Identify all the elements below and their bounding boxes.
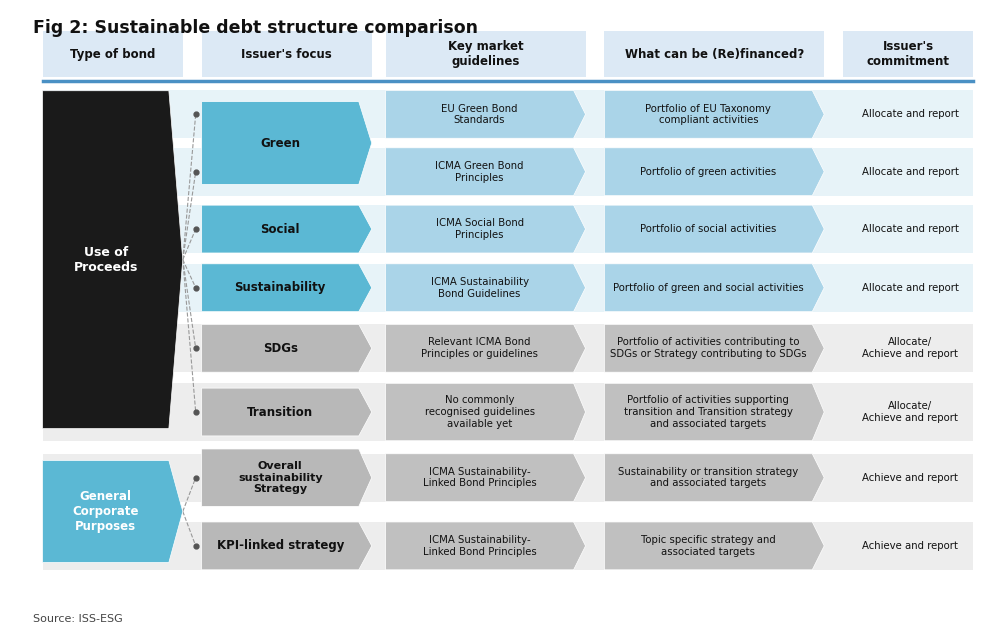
Polygon shape: [202, 102, 372, 185]
Text: Achieve and report: Achieve and report: [862, 473, 958, 483]
Text: Overall
sustainability
Strategy: Overall sustainability Strategy: [238, 461, 323, 494]
Text: Issuer's
commitment: Issuer's commitment: [867, 41, 950, 68]
Text: ICMA Sustainability
Bond Guidelines: ICMA Sustainability Bond Guidelines: [431, 277, 529, 298]
Text: Transition: Transition: [247, 406, 313, 419]
Text: ICMA Green Bond
Principles: ICMA Green Bond Principles: [435, 161, 524, 183]
Polygon shape: [202, 522, 372, 570]
FancyBboxPatch shape: [43, 383, 973, 440]
Text: Allocate/
Achieve and report: Allocate/ Achieve and report: [862, 338, 958, 359]
FancyBboxPatch shape: [604, 32, 824, 77]
FancyBboxPatch shape: [43, 454, 973, 502]
Polygon shape: [386, 91, 586, 138]
Text: No commonly
recognised guidelines
available yet: No commonly recognised guidelines availa…: [425, 395, 535, 429]
Text: Achieve and report: Achieve and report: [862, 541, 958, 551]
Text: SDGs: SDGs: [263, 342, 298, 355]
Polygon shape: [386, 264, 586, 312]
Text: ICMA Social Bond
Principles: ICMA Social Bond Principles: [436, 218, 524, 240]
Text: Sustainability: Sustainability: [235, 281, 326, 294]
Text: Portfolio of activities contributing to
SDGs or Strategy contributing to SDGs: Portfolio of activities contributing to …: [610, 338, 807, 359]
Text: General
Corporate
Purposes: General Corporate Purposes: [72, 490, 139, 533]
Text: Sustainability or transition strategy
and associated targets: Sustainability or transition strategy an…: [618, 467, 798, 489]
Polygon shape: [202, 324, 372, 372]
Polygon shape: [386, 324, 586, 372]
Text: Portfolio of green activities: Portfolio of green activities: [640, 167, 776, 177]
Polygon shape: [43, 460, 183, 563]
FancyBboxPatch shape: [43, 148, 973, 195]
Polygon shape: [202, 264, 372, 312]
Polygon shape: [604, 454, 824, 502]
Polygon shape: [202, 205, 372, 253]
Polygon shape: [386, 522, 586, 570]
Text: ICMA Sustainability-
Linked Bond Principles: ICMA Sustainability- Linked Bond Princip…: [423, 467, 536, 489]
Text: Portfolio of EU Taxonomy
compliant activities: Portfolio of EU Taxonomy compliant activ…: [645, 104, 771, 125]
Text: Topic specific strategy and
associated targets: Topic specific strategy and associated t…: [641, 535, 776, 557]
Polygon shape: [604, 91, 824, 138]
Text: EU Green Bond
Standards: EU Green Bond Standards: [441, 104, 518, 125]
Text: KPI-linked strategy: KPI-linked strategy: [217, 539, 344, 552]
Text: Portfolio of activities supporting
transition and Transition strategy
and associ: Portfolio of activities supporting trans…: [624, 395, 793, 429]
FancyBboxPatch shape: [43, 324, 973, 372]
FancyBboxPatch shape: [43, 32, 183, 77]
Text: Type of bond: Type of bond: [70, 48, 155, 61]
Text: Allocate and report: Allocate and report: [862, 283, 959, 293]
Text: Social: Social: [260, 222, 300, 235]
Polygon shape: [202, 449, 372, 506]
FancyBboxPatch shape: [202, 32, 372, 77]
Text: Allocate and report: Allocate and report: [862, 224, 959, 234]
Polygon shape: [604, 522, 824, 570]
Text: Source: ISS-ESG: Source: ISS-ESG: [33, 614, 122, 624]
FancyBboxPatch shape: [43, 205, 973, 253]
Text: Fig 2: Sustainable debt structure comparison: Fig 2: Sustainable debt structure compar…: [33, 19, 478, 37]
Polygon shape: [386, 205, 586, 253]
FancyBboxPatch shape: [43, 91, 973, 138]
Polygon shape: [386, 454, 586, 502]
Text: Use of
Proceeds: Use of Proceeds: [74, 246, 138, 274]
Text: Allocate/
Achieve and report: Allocate/ Achieve and report: [862, 401, 958, 423]
FancyBboxPatch shape: [843, 32, 973, 77]
Text: Portfolio of green and social activities: Portfolio of green and social activities: [613, 283, 804, 293]
Text: Issuer's focus: Issuer's focus: [241, 48, 332, 61]
Text: Key market
guidelines: Key market guidelines: [448, 41, 523, 68]
Text: Green: Green: [260, 136, 300, 150]
Polygon shape: [604, 205, 824, 253]
Polygon shape: [386, 148, 586, 195]
Polygon shape: [43, 91, 183, 429]
Text: Allocate and report: Allocate and report: [862, 167, 959, 177]
Text: Portfolio of social activities: Portfolio of social activities: [640, 224, 777, 234]
FancyBboxPatch shape: [43, 522, 973, 570]
Polygon shape: [604, 148, 824, 195]
Text: Allocate and report: Allocate and report: [862, 109, 959, 120]
Text: Relevant ICMA Bond
Principles or guidelines: Relevant ICMA Bond Principles or guideli…: [421, 338, 538, 359]
Polygon shape: [202, 388, 372, 436]
Polygon shape: [386, 383, 586, 440]
FancyBboxPatch shape: [386, 32, 586, 77]
Polygon shape: [604, 383, 824, 440]
Polygon shape: [604, 264, 824, 312]
Polygon shape: [604, 324, 824, 372]
FancyBboxPatch shape: [43, 264, 973, 312]
Text: ICMA Sustainability-
Linked Bond Principles: ICMA Sustainability- Linked Bond Princip…: [423, 535, 536, 557]
Text: What can be (Re)financed?: What can be (Re)financed?: [625, 48, 804, 61]
